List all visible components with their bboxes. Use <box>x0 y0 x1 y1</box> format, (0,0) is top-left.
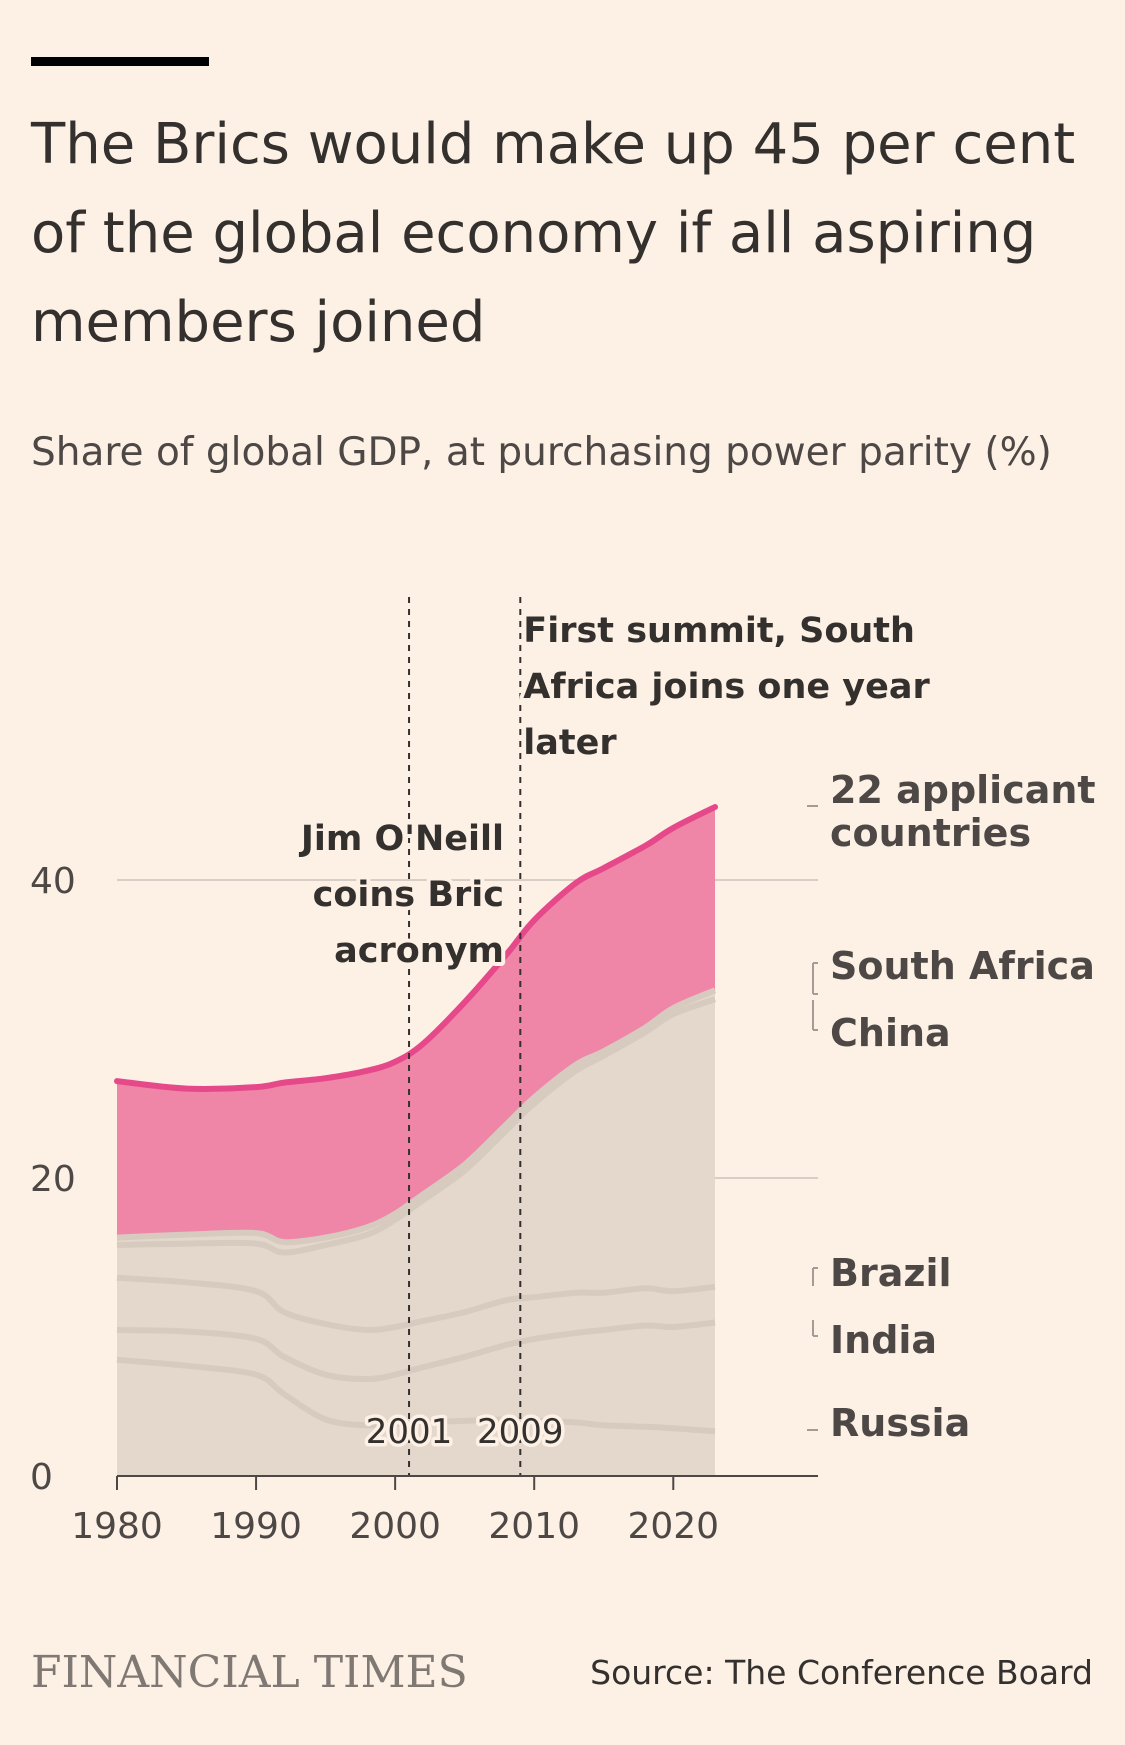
area-layer <box>114 804 718 1476</box>
event-annotation-2001-line-1: Jim O'Neill <box>299 819 504 859</box>
axis-layer: 1980 1990 2000 2010 2020 <box>71 1475 818 1547</box>
series-label-22-applicant-countries-line-1: 22 applicant <box>830 768 1096 812</box>
event-annotation-2009-line-3: later <box>523 723 617 763</box>
chart-title: The Brics would make up 45 per cent of t… <box>31 112 1076 355</box>
event-annotation-2009-line-2: Africa joins one year <box>523 667 930 707</box>
source-note: Source: The Conference Board <box>590 1653 1093 1692</box>
x-tick-label-1990: 1990 <box>210 1506 302 1547</box>
y-tick-label-20: 20 <box>30 1159 76 1200</box>
boundary-india <box>116 1319 716 1383</box>
x-tick-label-2000: 2000 <box>349 1506 441 1547</box>
event-annotation-2001-line-3: acronym <box>334 931 504 971</box>
event-year-label-2009: 2009 <box>477 1412 564 1452</box>
boundary-china <box>116 996 717 1256</box>
series-label-china: China <box>830 1011 951 1055</box>
event-annotation-2009-line-1: First summit, South <box>523 611 915 651</box>
series-label-22-applicant-countries-line-2: countries <box>830 811 1031 855</box>
series-label-south-africa: South Africa <box>830 944 1095 988</box>
line-22-applicant-countries <box>114 804 718 1092</box>
event-layer: 2001 Jim O'Neill coins Bric acronym 2009 Firs… <box>295 597 934 1476</box>
x-tick-label-1980: 1980 <box>71 1506 163 1547</box>
series-label-brazil: Brazil <box>830 1251 952 1295</box>
series-label-india: India <box>830 1318 937 1362</box>
y-tick-label-0: 0 <box>30 1457 53 1498</box>
boundary-south-africa <box>116 987 717 1246</box>
event-year-label-2001: 2001 <box>366 1412 453 1452</box>
chart-subtitle: Share of global GDP, at purchasing power… <box>31 430 1052 475</box>
event-annotation-2001-line-2: coins Bric <box>313 875 504 915</box>
top-rule <box>31 57 209 66</box>
boundary-russia <box>116 1356 716 1435</box>
boundary-brazil <box>116 1274 716 1334</box>
x-tick-label-2020: 2020 <box>627 1506 719 1547</box>
series-label-russia: Russia <box>830 1401 970 1445</box>
ft-brand-logo: FINANCIAL TIMES <box>31 1647 468 1698</box>
y-tick-label-40: 40 <box>30 861 76 902</box>
area-brics <box>117 990 715 1476</box>
x-tick-label-2010: 2010 <box>488 1506 580 1547</box>
